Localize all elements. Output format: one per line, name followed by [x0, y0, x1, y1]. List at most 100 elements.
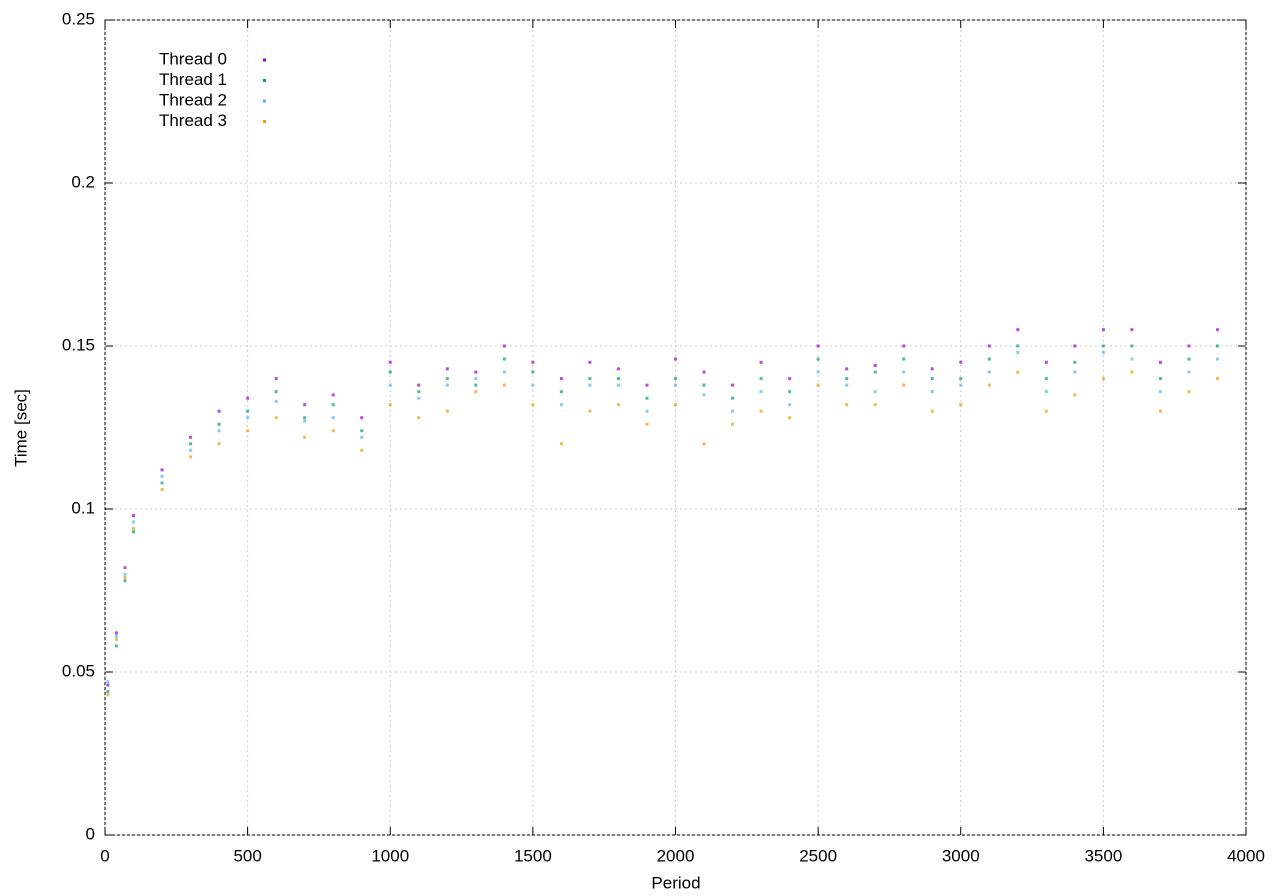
- data-point: [1215, 328, 1219, 332]
- data-point: [1130, 344, 1134, 348]
- plot-frame: [104, 19, 1247, 836]
- data-point: [588, 409, 592, 413]
- x-tick-label: 1000: [371, 846, 409, 865]
- data-point: [588, 377, 592, 381]
- data-point: [246, 429, 250, 433]
- x-tick-label: 4000: [1227, 846, 1265, 865]
- data-point: [987, 383, 991, 387]
- data-point: [788, 390, 792, 394]
- data-point: [702, 383, 706, 387]
- data-point: [360, 448, 364, 452]
- data-point: [388, 383, 392, 387]
- data-point: [1101, 328, 1105, 332]
- data-point: [1215, 357, 1219, 361]
- data-point: [502, 370, 506, 374]
- data-point: [559, 377, 563, 381]
- y-tick-label: 0.1: [71, 498, 95, 517]
- data-point: [114, 634, 118, 638]
- data-point: [1101, 351, 1105, 355]
- data-point: [759, 360, 763, 364]
- data-point: [1044, 390, 1048, 394]
- y-tick-label: 0.05: [62, 661, 95, 680]
- data-point: [873, 390, 877, 394]
- data-point: [1044, 377, 1048, 381]
- data-point: [531, 383, 535, 387]
- data-point: [1187, 390, 1191, 394]
- data-point: [331, 416, 335, 420]
- data-point: [246, 409, 250, 413]
- data-point: [816, 383, 820, 387]
- data-point: [616, 403, 620, 407]
- data-point: [502, 383, 506, 387]
- data-point: [160, 487, 164, 491]
- data-point: [674, 377, 677, 381]
- data-point: [702, 370, 706, 374]
- x-tick-label: 500: [233, 846, 261, 865]
- data-point: [1101, 377, 1105, 381]
- data-point: [987, 357, 991, 361]
- data-point: [445, 367, 449, 371]
- data-point: [759, 409, 763, 413]
- data-point: [1130, 370, 1134, 374]
- data-point: [474, 390, 478, 394]
- data-point: [123, 566, 127, 570]
- data-point: [1215, 377, 1219, 381]
- data-point: [106, 680, 110, 684]
- data-point: [1016, 351, 1020, 355]
- data-point: [274, 416, 278, 420]
- data-point: [123, 575, 127, 579]
- data-point: [845, 377, 849, 381]
- data-point: [388, 360, 392, 364]
- data-point: [132, 527, 136, 531]
- data-point: [731, 383, 735, 387]
- data-point: [160, 481, 164, 485]
- data-point: [417, 416, 421, 420]
- data-point: [331, 393, 335, 397]
- data-point: [189, 442, 193, 446]
- data-point: [616, 383, 620, 387]
- data-point: [417, 383, 421, 387]
- data-point: [959, 403, 963, 407]
- data-point: [114, 644, 118, 648]
- legend-label: Thread 3: [159, 111, 227, 130]
- data-point: [645, 396, 649, 400]
- data-point: [132, 520, 136, 524]
- data-point: [531, 360, 535, 364]
- data-point: [788, 403, 792, 407]
- legend-marker: [263, 58, 266, 62]
- data-point: [674, 403, 677, 407]
- y-tick-label: 0: [86, 824, 95, 843]
- data-point: [123, 572, 127, 576]
- data-point: [788, 416, 792, 420]
- data-point: [114, 637, 118, 641]
- data-point: [303, 435, 307, 439]
- data-point: [588, 360, 592, 364]
- y-tick-label: 0.2: [71, 172, 95, 191]
- data-point: [388, 403, 392, 407]
- data-point: [759, 377, 763, 381]
- data-point: [873, 364, 877, 368]
- data-point: [702, 393, 706, 397]
- x-tick-label: 0: [100, 846, 109, 865]
- data-point: [189, 455, 193, 459]
- data-point: [759, 390, 763, 394]
- data-point: [132, 530, 136, 534]
- data-point: [1073, 360, 1077, 364]
- data-point: [1016, 344, 1020, 348]
- data-point: [502, 357, 506, 361]
- data-point: [417, 390, 421, 394]
- data-point: [674, 383, 677, 387]
- data-point: [189, 448, 193, 452]
- data-point: [1158, 409, 1162, 413]
- data-point: [873, 370, 877, 374]
- data-point: [123, 579, 127, 583]
- data-point: [274, 377, 278, 381]
- data-point: [1130, 357, 1134, 361]
- data-point: [106, 690, 110, 694]
- data-point: [1158, 390, 1162, 394]
- data-point: [645, 383, 649, 387]
- data-point: [845, 383, 849, 387]
- data-point: [902, 370, 906, 374]
- data-point: [160, 468, 164, 472]
- data-point: [445, 383, 449, 387]
